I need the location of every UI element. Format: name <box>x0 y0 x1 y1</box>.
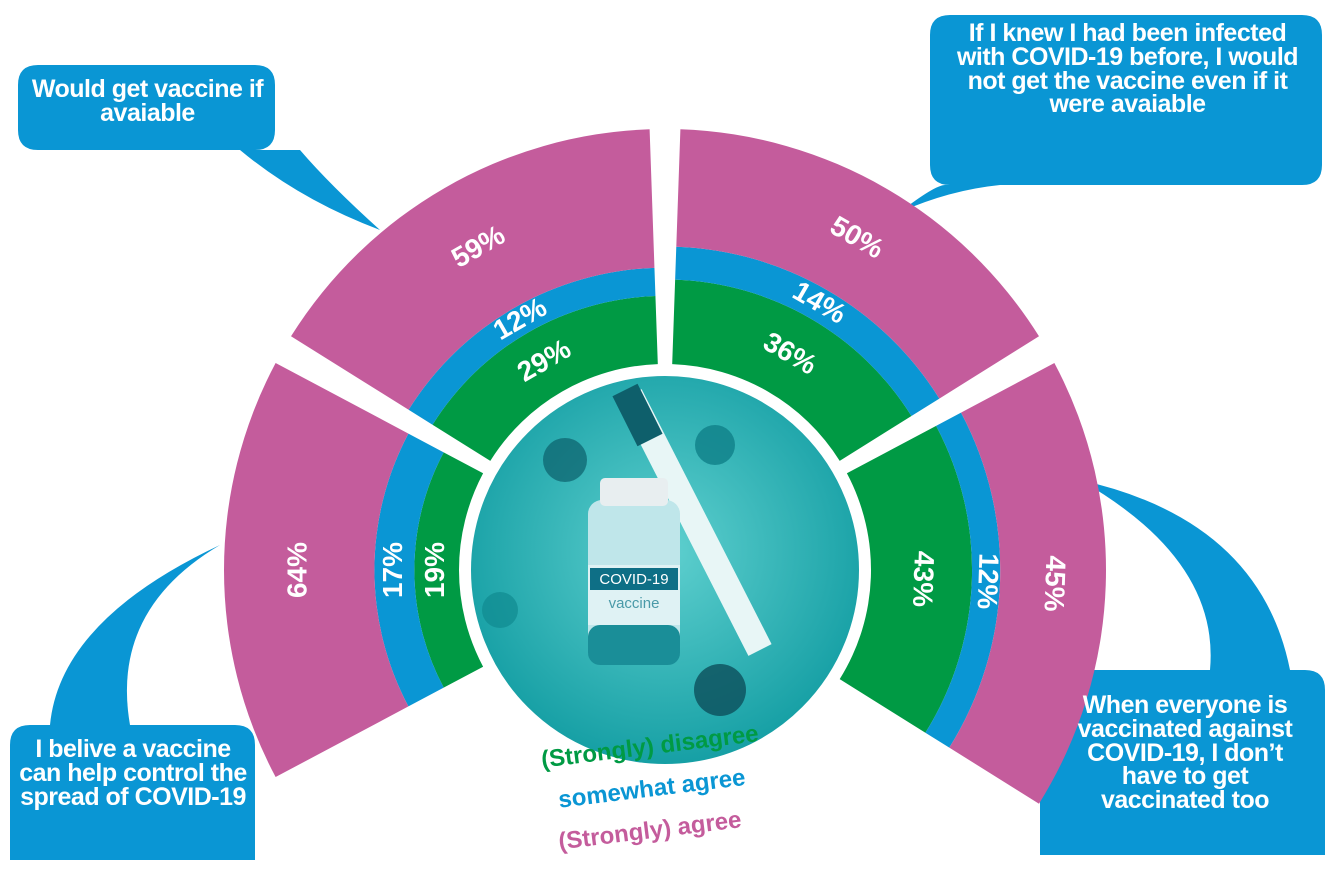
callout-text: Would get vaccine if avaiable <box>20 78 275 126</box>
callout-text: When everyone is vaccinated against COVI… <box>1060 694 1310 813</box>
callout-bubble <box>10 545 255 860</box>
legend: (Strongly) agree <box>557 806 743 855</box>
value-label: 17% <box>377 542 408 598</box>
callout-text: If I knew I had been infected with COVID… <box>955 22 1300 117</box>
value-label: 19% <box>419 542 450 598</box>
vial-label: COVID-19 <box>599 571 668 588</box>
page: {"chart_data": {"type": "radial-stack", … <box>0 0 1330 870</box>
vial-sublabel: vaccine <box>609 595 660 612</box>
value-label: 43% <box>907 550 940 607</box>
value-label: 64% <box>282 542 313 598</box>
callout-text: I belive a vaccine can help control the … <box>14 738 252 809</box>
legend-entry: (Strongly) agree <box>557 806 743 855</box>
value-label: 45% <box>1039 555 1072 612</box>
